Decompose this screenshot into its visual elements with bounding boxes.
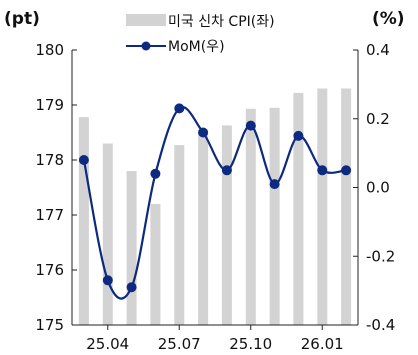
legend: 미국 신차 CPI(좌) MoM(우): [126, 14, 275, 55]
cpi-bar-25.06: [150, 204, 161, 325]
mom-point-25.06: [150, 168, 161, 179]
cpi-bar-26.02: [341, 88, 352, 325]
right-axis-unit: (%): [372, 9, 405, 29]
left-tick-label: 179: [35, 96, 64, 114]
axes: [71, 49, 359, 330]
right-tick-label: -0.2: [366, 247, 395, 265]
mom-point-25.12: [293, 130, 304, 141]
right-tick-label: 0.0: [366, 179, 390, 197]
cpi-bar-25.11: [269, 107, 280, 325]
x-tick-label: 25.04: [86, 335, 129, 353]
left-tick-label: 177: [35, 206, 64, 224]
cpi-bar-25.07: [174, 145, 185, 325]
mom-line: [78, 103, 352, 300]
right-tick-label: -0.4: [366, 316, 395, 334]
mom-point-25.03: [78, 155, 89, 165]
mom-point-25.07: [174, 103, 185, 114]
mom-point-25.10: [245, 120, 256, 131]
cpi-bars: [78, 88, 352, 326]
cpi-bar-25.09: [221, 125, 232, 326]
right-tick-label: 0.2: [366, 110, 390, 128]
cpi-bar-25.03: [78, 117, 89, 325]
cpi-bar-26.01: [317, 88, 328, 325]
mom-point-25.04: [102, 275, 113, 286]
left-tick-label: 175: [35, 316, 64, 334]
mom-point-25.11: [269, 179, 280, 190]
mom-point-25.05: [126, 282, 137, 293]
cpi-bar-25.05: [126, 171, 137, 325]
mom-point-25.08: [198, 127, 209, 138]
legend-line-label: MoM(우): [168, 39, 225, 55]
mom-point-25.09: [221, 165, 232, 176]
right-tick-label: 0.4: [366, 41, 390, 59]
mom-point-26.01: [317, 165, 328, 176]
x-tick-label: 25.07: [158, 335, 201, 353]
mom-point-26.02: [341, 165, 352, 176]
cpi-bar-25.12: [293, 92, 304, 326]
left-tick-label: 176: [35, 261, 64, 279]
legend-bar-label: 미국 신차 CPI(좌): [168, 14, 275, 30]
legend-line-marker: [141, 41, 151, 51]
legend-bar-swatch: [126, 14, 166, 26]
cpi-bar-25.10: [245, 108, 256, 325]
cpi-bar-25.08: [198, 129, 209, 325]
x-tick-label: 25.10: [229, 335, 272, 353]
left-tick-label: 178: [35, 151, 64, 169]
tick-labels: 175 176 177 178 179 180 -0.4 -0.2 0.0 0.2 0.4 25.04…: [35, 41, 395, 353]
left-axis-unit: (pt): [4, 9, 40, 29]
mom-line-path: [82, 105, 347, 300]
x-tick-label: 26.01: [301, 335, 344, 353]
left-tick-label: 180: [35, 41, 64, 59]
cpi-bar-25.04: [102, 143, 113, 325]
